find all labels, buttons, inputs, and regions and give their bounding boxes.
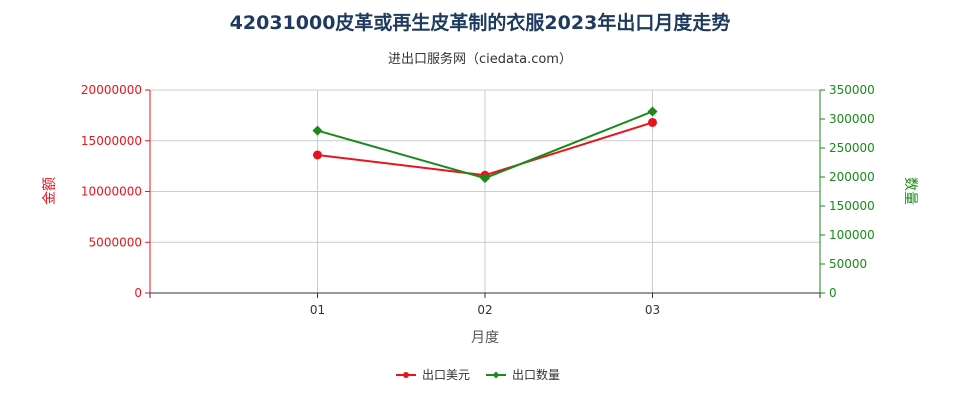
right-tick-label: 300000 [829, 112, 875, 126]
left-tick-label: 15000000 [81, 134, 142, 148]
x-tick-label: 03 [645, 303, 660, 317]
chart-subtitle: 进出口服务网（ciedata.com） [388, 52, 572, 67]
right-y-axis-ticks: 0 50000 100000 150000 200000 250000 300000 3500… [820, 83, 875, 300]
data-point[interactable] [312, 125, 323, 136]
x-axis-label: 月度 [471, 330, 499, 346]
legend-item-label[interactable]: 出口美元 [422, 368, 470, 382]
data-point[interactable] [647, 106, 658, 117]
left-tick-label: 10000000 [81, 185, 142, 199]
x-tick-label: 02 [477, 303, 492, 317]
right-y-axis-label: 数量 [902, 177, 918, 205]
legend-marker [403, 372, 409, 378]
x-axis-ticks: 01 02 03 [149, 293, 821, 317]
legend-item-label[interactable]: 出口数量 [512, 367, 560, 382]
grid-lines [150, 89, 820, 293]
x-tick-label: 01 [310, 303, 325, 317]
data-point[interactable] [480, 173, 490, 184]
left-tick-label: 0 [134, 286, 142, 300]
legend[interactable]: 出口美元 出口数量 [396, 367, 560, 382]
right-tick-label: 100000 [829, 228, 875, 242]
right-tick-label: 50000 [829, 257, 867, 271]
legend-marker [492, 371, 500, 379]
right-tick-label: 250000 [829, 141, 875, 155]
left-tick-label: 20000000 [81, 83, 142, 97]
data-point[interactable] [648, 117, 657, 127]
right-tick-label: 200000 [829, 170, 875, 184]
data-point[interactable] [313, 150, 322, 160]
right-tick-label: 0 [829, 286, 837, 300]
right-tick-label: 150000 [829, 199, 875, 213]
right-tick-label: 350000 [829, 83, 875, 97]
series-group [312, 106, 658, 184]
left-tick-label: 5000000 [89, 235, 142, 249]
left-y-axis-ticks: 0 5000000 10000000 15000000 20000000 [81, 83, 150, 300]
chart-title: 42031000皮革或再生皮革制的衣服2023年出口月度走势 [229, 12, 731, 34]
left-y-axis-label: 金额 [42, 177, 58, 205]
